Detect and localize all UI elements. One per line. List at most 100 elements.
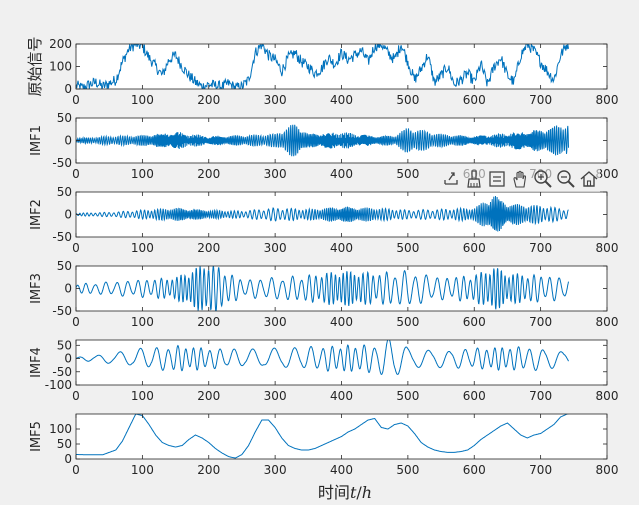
brush-button[interactable]: [463, 168, 485, 190]
x-tick-label: 100: [131, 389, 154, 403]
datatip-button[interactable]: [486, 168, 508, 190]
plot-area[interactable]: [76, 266, 607, 311]
x-tick-label: 500: [396, 93, 419, 107]
datatip-icon: [489, 171, 505, 187]
axes-toolbar: [440, 166, 600, 192]
pan-icon: [513, 170, 527, 188]
zoom-out-button[interactable]: [555, 168, 577, 190]
x-tick-label: 800: [596, 315, 619, 329]
y-tick-label: 0: [64, 452, 72, 466]
zoom-out-icon: [557, 170, 575, 188]
x-tick-label: 400: [330, 389, 353, 403]
x-tick-label: 100: [131, 93, 154, 107]
x-axis-label: 时间t/h: [318, 483, 372, 502]
x-tick-label: 0: [72, 167, 80, 181]
x-tick-label: 300: [264, 167, 287, 181]
series-line: [76, 414, 569, 459]
home-button[interactable]: [578, 168, 600, 190]
zoom-in-button[interactable]: [532, 168, 554, 190]
pan-button[interactable]: [509, 168, 531, 190]
home-icon: [580, 171, 598, 187]
x-tick-label: 200: [197, 167, 220, 181]
x-tick-label: 200: [197, 389, 220, 403]
y-tick-label: -50: [52, 304, 72, 318]
series-line: [76, 124, 569, 157]
y-axis-label: IMF3: [29, 273, 44, 304]
x-tick-label: 700: [529, 463, 552, 477]
x-tick-label: 200: [197, 93, 220, 107]
x-tick-label: 0: [72, 315, 80, 329]
y-tick-label: -50: [52, 230, 72, 244]
y-tick-label: 0: [64, 282, 72, 296]
x-tick-label: 200: [197, 241, 220, 255]
y-tick-label: 50: [57, 338, 72, 352]
x-tick-label: 0: [72, 463, 80, 477]
x-tick-label: 800: [596, 463, 619, 477]
x-tick-label: 300: [264, 241, 287, 255]
y-axis-label: IMF4: [29, 347, 44, 378]
x-tick-label: 400: [330, 315, 353, 329]
x-tick-label: 800: [596, 167, 619, 181]
x-tick-label: 200: [197, 463, 220, 477]
x-tick-label: 400: [330, 463, 353, 477]
plot-area[interactable]: [76, 340, 607, 385]
y-tick-label: 200: [49, 37, 72, 51]
brush-icon: [467, 170, 481, 188]
y-tick-label: 0: [64, 352, 72, 366]
x-tick-label: 0: [72, 93, 80, 107]
x-tick-label: 400: [330, 241, 353, 255]
x-tick-label: 400: [330, 167, 353, 181]
export-button[interactable]: [440, 168, 462, 190]
x-tick-label: 700: [529, 315, 552, 329]
x-tick-label: 500: [396, 241, 419, 255]
x-tick-label: 0: [72, 241, 80, 255]
x-tick-label: 700: [529, 93, 552, 107]
y-axis-label: 原始信号: [26, 36, 44, 96]
x-tick-label: 200: [197, 315, 220, 329]
series-line: [76, 195, 569, 232]
y-tick-label: 100: [49, 60, 72, 74]
x-tick-label: 500: [396, 389, 419, 403]
y-tick-label: 0: [64, 82, 72, 96]
x-tick-label: 100: [131, 463, 154, 477]
x-tick-label: 600: [463, 389, 486, 403]
export-icon: [444, 172, 458, 185]
y-tick-label: 0: [64, 208, 72, 222]
x-tick-label: 300: [264, 93, 287, 107]
x-tick-label: 400: [330, 93, 353, 107]
y-tick-label: 100: [49, 422, 72, 436]
y-axis-label: IMF2: [29, 199, 44, 230]
x-tick-label: 100: [131, 315, 154, 329]
x-tick-label: 100: [131, 167, 154, 181]
x-tick-label: 600: [463, 463, 486, 477]
y-axis-label: IMF5: [29, 421, 44, 452]
y-tick-label: -50: [52, 365, 72, 379]
x-tick-label: 500: [396, 463, 419, 477]
x-tick-label: 700: [529, 389, 552, 403]
series-line: [76, 44, 569, 89]
y-tick-label: 50: [57, 437, 72, 451]
zoom-in-icon: [534, 170, 552, 188]
axes-panel-1[interactable]: 0 100 200 300 400 500 600 700 800 0 100 200 原始信号: [26, 36, 618, 107]
x-tick-label: 800: [596, 93, 619, 107]
y-tick-label: 50: [57, 111, 72, 125]
series-line: [76, 340, 569, 375]
x-tick-label: 700: [529, 241, 552, 255]
x-tick-label: 100: [131, 241, 154, 255]
x-tick-label: 600: [463, 93, 486, 107]
series-line: [76, 266, 569, 311]
y-tick-label: 50: [57, 259, 72, 273]
x-tick-label: 300: [264, 463, 287, 477]
x-tick-label: 0: [72, 389, 80, 403]
x-tick-label: 500: [396, 315, 419, 329]
x-tick-label: 600: [463, 241, 486, 255]
y-tick-label: 50: [57, 185, 72, 199]
x-tick-label: 800: [596, 241, 619, 255]
